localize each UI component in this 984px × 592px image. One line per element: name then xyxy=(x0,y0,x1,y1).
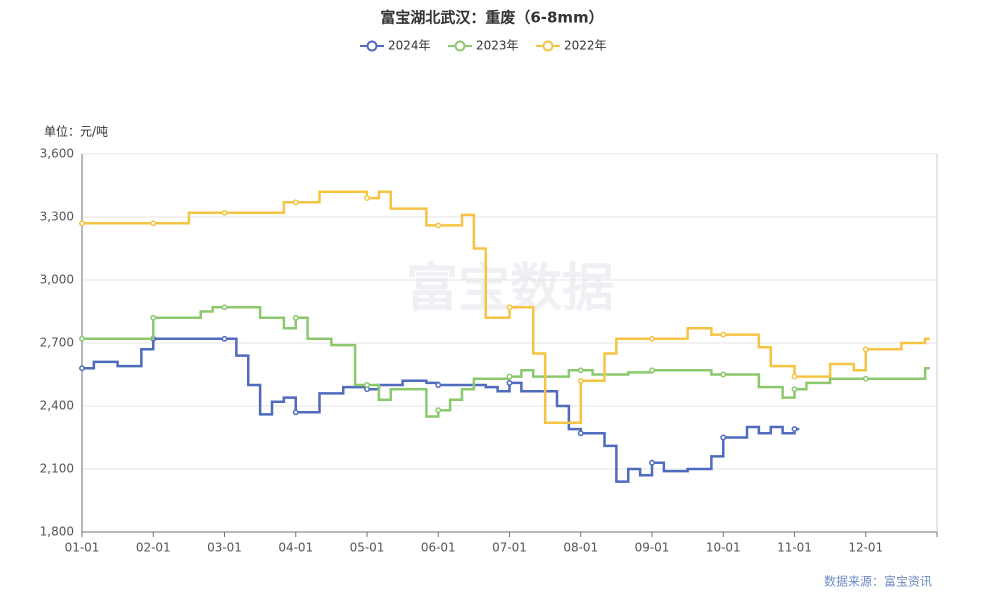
legend-marker xyxy=(366,40,378,52)
point xyxy=(720,371,727,378)
point xyxy=(506,373,513,380)
point xyxy=(791,386,798,393)
x-tick-label: 08-01 xyxy=(563,541,598,555)
point xyxy=(649,335,655,342)
point xyxy=(649,367,655,374)
legend-marker xyxy=(542,40,554,52)
point xyxy=(506,304,513,311)
y-unit: 单位：元/吨 xyxy=(44,124,108,139)
point xyxy=(577,430,584,437)
x-tick-label: 03-01 xyxy=(207,541,242,555)
point xyxy=(79,335,85,342)
point xyxy=(862,375,869,382)
point xyxy=(791,373,798,380)
point xyxy=(292,199,299,206)
point xyxy=(435,382,442,388)
y-tick-label: 3,000 xyxy=(40,273,74,287)
x-tick-label: 06-01 xyxy=(421,541,456,555)
point xyxy=(506,379,513,386)
point xyxy=(720,331,727,338)
x-tick-label: 09-01 xyxy=(635,541,670,555)
y-tick-label: 2,400 xyxy=(40,399,74,413)
point xyxy=(364,382,370,388)
line-series xyxy=(82,306,930,418)
point xyxy=(862,346,869,353)
point xyxy=(577,367,584,374)
point xyxy=(79,365,85,372)
point xyxy=(221,304,228,311)
line-series xyxy=(82,337,800,483)
y-tick-label: 2,700 xyxy=(40,336,74,350)
x-tick-label: 05-01 xyxy=(350,541,385,555)
point xyxy=(292,314,299,321)
x-tick-label: 07-01 xyxy=(492,541,527,555)
y-tick-label: 3,300 xyxy=(40,210,74,224)
y-tick-label: 3,600 xyxy=(40,147,74,161)
point xyxy=(150,314,157,321)
point xyxy=(364,195,370,202)
point xyxy=(292,409,299,416)
x-tick-label: 04-01 xyxy=(278,541,313,555)
point xyxy=(150,220,157,227)
x-tick-label: 10-01 xyxy=(706,541,741,555)
point xyxy=(791,426,798,433)
source: 数据来源：富宝资讯 xyxy=(824,574,932,589)
x-tick-label: 02-01 xyxy=(136,541,171,555)
point xyxy=(649,459,655,466)
x-tick-label: 01-01 xyxy=(65,541,100,555)
point xyxy=(221,209,228,216)
x-tick-label: 11-01 xyxy=(777,541,812,555)
line-series xyxy=(82,190,930,425)
x-tick-label: 12-01 xyxy=(848,541,883,555)
point xyxy=(435,407,442,414)
point xyxy=(79,220,85,227)
point xyxy=(435,222,442,229)
legend-label: 2022年 xyxy=(564,39,607,53)
legend-label: 2024年 xyxy=(388,39,431,53)
legend-label: 2023年 xyxy=(476,39,519,53)
y-tick-label: 1,800 xyxy=(40,525,74,539)
legend-marker xyxy=(454,40,466,52)
chart-title: 富宝湖北武汉：重废（6-8mm） xyxy=(380,9,603,27)
point xyxy=(720,434,727,441)
point xyxy=(577,377,584,384)
y-tick-label: 2,100 xyxy=(40,462,74,476)
point xyxy=(221,335,228,342)
